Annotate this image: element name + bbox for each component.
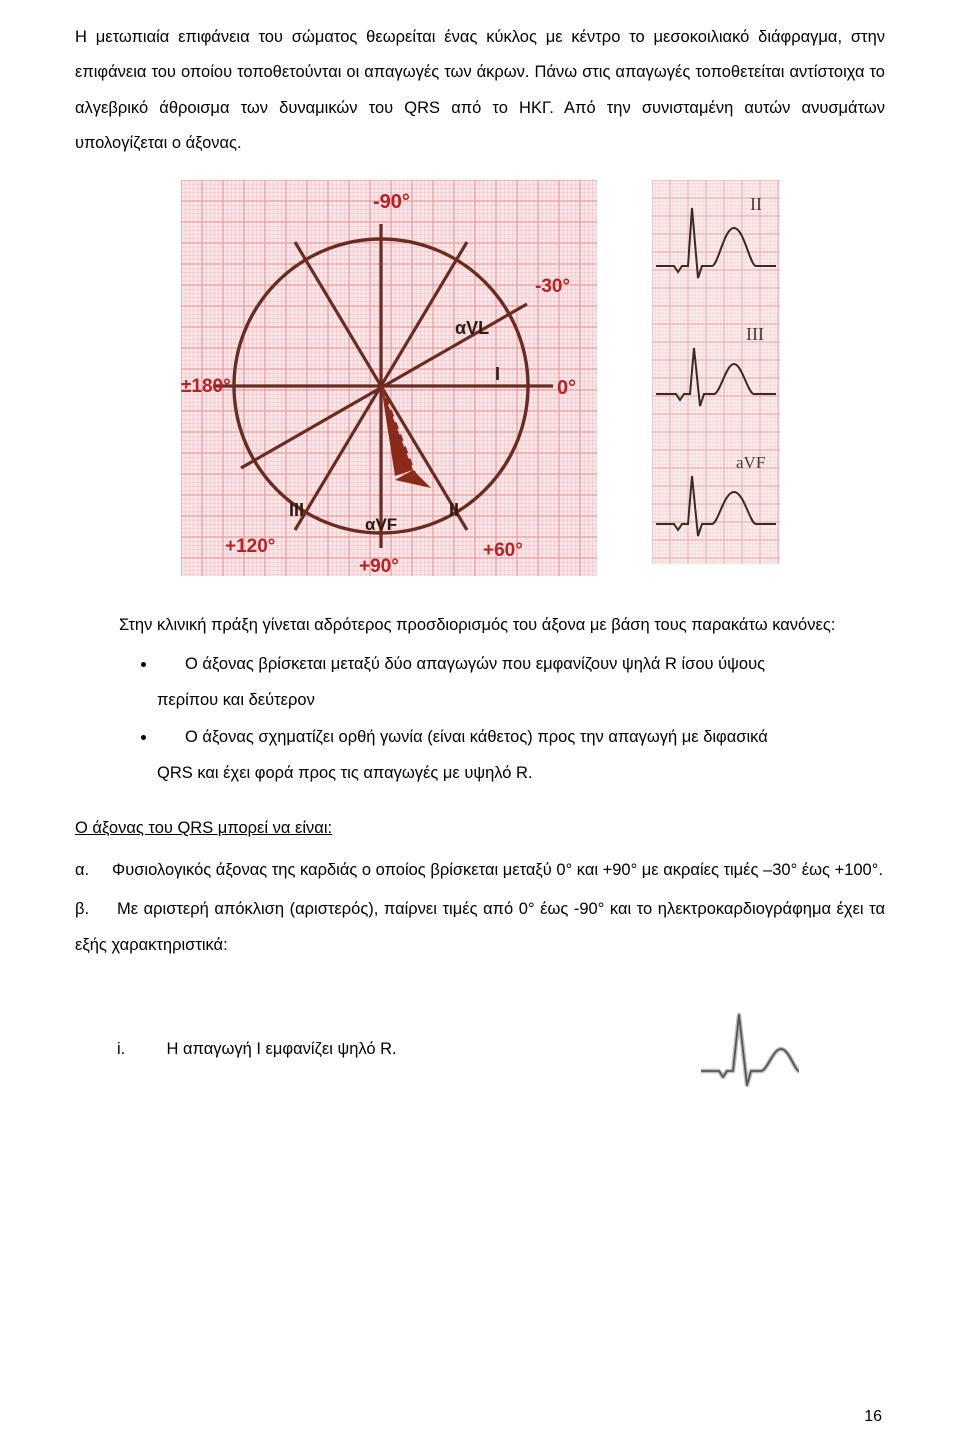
label-zero: 0° xyxy=(557,377,576,399)
label-p90: +90° xyxy=(359,556,399,576)
rules-list: Ο άξονας βρίσκεται μεταξύ δύο απαγωγών π… xyxy=(75,647,885,791)
label-ii: II xyxy=(449,500,459,520)
label-avl: αVL xyxy=(455,318,489,338)
roman-item-i: i. Η απαγωγή Ι εμφανίζει ψηλό R. xyxy=(117,1032,397,1067)
axis-heading: Ο άξονας του QRS μπορεί να είναι: xyxy=(75,811,885,846)
lead-label-avf: aVF xyxy=(736,453,765,472)
axis-item-b: β. Με αριστερή απόκλιση (αριστερός), παί… xyxy=(75,892,885,963)
hexaxial-svg: -90° -30° αVL I 0° ±180° III II αVF +120… xyxy=(181,180,597,576)
rule-item: Ο άξονας βρίσκεται μεταξύ δύο απαγωγών π… xyxy=(157,647,885,718)
rule-text-line1: Ο άξονας βρίσκεται μεταξύ δύο απαγωγών π… xyxy=(185,655,765,673)
axis-item-a: α. Φυσιολογικός άξονας της καρδιάς ο οπο… xyxy=(75,853,885,888)
rule-item: Ο άξονας σχηματίζει ορθή γωνία (είναι κά… xyxy=(157,720,885,791)
rule-text-line2: QRS και έχει φορά προς τις απαγωγές με υ… xyxy=(157,756,885,791)
figures-row: -90° -30° αVL I 0° ±180° III II αVF +120… xyxy=(75,180,885,576)
page-number: 16 xyxy=(864,1408,882,1426)
small-ecg-figure xyxy=(695,1007,805,1093)
rule-text-line2: περίπου και δεύτερον xyxy=(157,683,885,718)
ecg-leads-svg: II III aVF xyxy=(652,180,780,564)
paragraph-intro: Η μετωπιαία επιφάνεια του σώματος θεωρεί… xyxy=(75,20,885,162)
label-avf: αVF xyxy=(365,515,397,534)
label-p180: ±180° xyxy=(181,376,231,397)
rule-text-line1: Ο άξονας σχηματίζει ορθή γωνία (είναι κά… xyxy=(185,728,768,746)
label-p60: +60° xyxy=(483,540,523,561)
hexaxial-figure: -90° -30° αVL I 0° ±180° III II αVF +120… xyxy=(181,180,597,576)
lead-label-ii: II xyxy=(750,194,762,214)
ecg-leads-figure: II III aVF xyxy=(652,180,780,564)
roman-row: i. Η απαγωγή Ι εμφανίζει ψηλό R. xyxy=(75,1007,885,1093)
small-ecg-svg xyxy=(695,1007,805,1093)
label-p120: +120° xyxy=(225,536,275,557)
label-m90: -90° xyxy=(373,191,410,213)
label-iii: III xyxy=(289,500,304,520)
rules-intro: Στην κλινική πράξη γίνεται αδρότερος προ… xyxy=(75,608,885,643)
label-m30: -30° xyxy=(535,276,570,297)
label-i: I xyxy=(495,364,500,384)
lead-label-iii: III xyxy=(746,324,764,344)
